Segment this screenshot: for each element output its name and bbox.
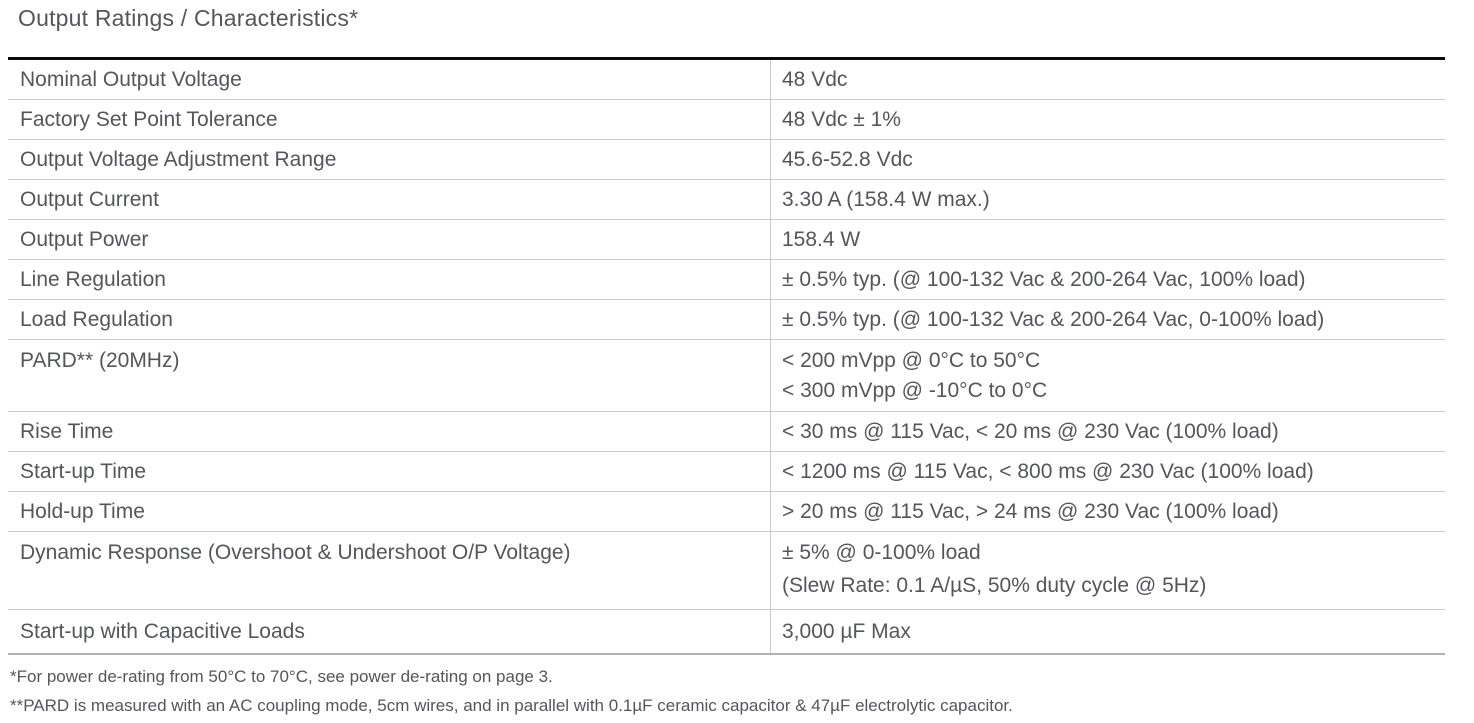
footnotes: *For power de-rating from 50°C to 70°C, …	[10, 662, 1013, 720]
value-line: < 30 ms @ 115 Vac, < 20 ms @ 230 Vac (10…	[782, 419, 1279, 443]
parameter-cell: Dynamic Response (Overshoot & Undershoot…	[20, 541, 571, 564]
value-line-2: < 300 mVpp @ -10°C to 0°C	[782, 379, 1048, 402]
table-row: Output Current 3.30 A (158.4 W max.)	[8, 180, 1445, 220]
table-row: Factory Set Point Tolerance 48 Vdc ± 1%	[8, 100, 1445, 140]
parameter-cell: Hold-up Time	[20, 499, 145, 523]
value-cell: 3,000 µF Max	[770, 610, 1445, 653]
page-title: Output Ratings / Characteristics*	[18, 5, 359, 31]
parameter-cell: PARD** (20MHz)	[20, 349, 180, 372]
parameter-cell: Factory Set Point Tolerance	[20, 107, 278, 131]
parameter-cell: Rise Time	[20, 419, 114, 443]
value-cell: < 1200 ms @ 115 Vac, < 800 ms @ 230 Vac …	[770, 452, 1445, 491]
footnote: *For power de-rating from 50°C to 70°C, …	[10, 667, 553, 686]
value-cell: < 200 mVpp @ 0°C to 50°C < 300 mVpp @ -1…	[770, 340, 1445, 411]
parameter-cell: Output Voltage Adjustment Range	[20, 147, 337, 171]
value-cell: 45.6-52.8 Vdc	[770, 140, 1445, 179]
value-line: ± 5% @ 0-100% load	[782, 541, 981, 564]
value-line-2: (Slew Rate: 0.1 A/µS, 50% duty cycle @ 5…	[782, 574, 1207, 597]
table-row: Line Regulation ± 0.5% typ. (@ 100-132 V…	[8, 260, 1445, 300]
value-cell: ± 0.5% typ. (@ 100-132 Vac & 200-264 Vac…	[770, 300, 1445, 339]
table-row: Dynamic Response (Overshoot & Undershoot…	[8, 532, 1445, 610]
table-row: Output Power 158.4 W	[8, 220, 1445, 260]
value-cell: 48 Vdc ± 1%	[770, 100, 1445, 139]
value-line: 3,000 µF Max	[782, 619, 911, 643]
value-cell: 48 Vdc	[770, 60, 1445, 99]
parameter-cell: Output Power	[20, 227, 149, 251]
parameter-cell: Line Regulation	[20, 267, 166, 291]
parameter-cell: Start-up with Capacitive Loads	[20, 619, 305, 643]
table-row: Hold-up Time > 20 ms @ 115 Vac, > 24 ms …	[8, 492, 1445, 532]
parameter-cell: Nominal Output Voltage	[20, 67, 242, 91]
value-cell: ± 0.5% typ. (@ 100-132 Vac & 200-264 Vac…	[770, 260, 1445, 299]
value-cell: 3.30 A (158.4 W max.)	[770, 180, 1445, 219]
table-row: Rise Time < 30 ms @ 115 Vac, < 20 ms @ 2…	[8, 412, 1445, 452]
value-line: 48 Vdc ± 1%	[782, 107, 901, 131]
table-row: PARD** (20MHz) < 200 mVpp @ 0°C to 50°C …	[8, 340, 1445, 412]
value-line: 158.4 W	[782, 227, 861, 251]
parameter-cell: Start-up Time	[20, 459, 147, 483]
table-row: Load Regulation ± 0.5% typ. (@ 100-132 V…	[8, 300, 1445, 340]
value-line: < 200 mVpp @ 0°C to 50°C	[782, 349, 1041, 372]
value-cell: > 20 ms @ 115 Vac, > 24 ms @ 230 Vac (10…	[770, 492, 1445, 531]
value-cell: 158.4 W	[770, 220, 1445, 259]
value-cell: ± 5% @ 0-100% load (Slew Rate: 0.1 A/µS,…	[770, 532, 1445, 609]
table-row: Start-up Time < 1200 ms @ 115 Vac, < 800…	[8, 452, 1445, 492]
value-line: < 1200 ms @ 115 Vac, < 800 ms @ 230 Vac …	[782, 459, 1314, 483]
table-row: Start-up with Capacitive Loads 3,000 µF …	[8, 610, 1445, 653]
spec-table: Nominal Output Voltage 48 Vdc Factory Se…	[8, 57, 1445, 655]
value-line: 45.6-52.8 Vdc	[782, 147, 913, 171]
table-row: Output Voltage Adjustment Range 45.6-52.…	[8, 140, 1445, 180]
parameter-cell: Load Regulation	[20, 307, 173, 331]
value-cell: < 30 ms @ 115 Vac, < 20 ms @ 230 Vac (10…	[770, 412, 1445, 451]
value-line: ± 0.5% typ. (@ 100-132 Vac & 200-264 Vac…	[782, 307, 1325, 331]
parameter-cell: Output Current	[20, 187, 159, 211]
value-line: 3.30 A (158.4 W max.)	[782, 187, 990, 211]
footnote: **PARD is measured with an AC coupling m…	[10, 696, 1013, 715]
value-line: 48 Vdc	[782, 67, 848, 91]
value-line: > 20 ms @ 115 Vac, > 24 ms @ 230 Vac (10…	[782, 499, 1279, 523]
value-line: ± 0.5% typ. (@ 100-132 Vac & 200-264 Vac…	[782, 267, 1306, 291]
table-row: Nominal Output Voltage 48 Vdc	[8, 60, 1445, 100]
